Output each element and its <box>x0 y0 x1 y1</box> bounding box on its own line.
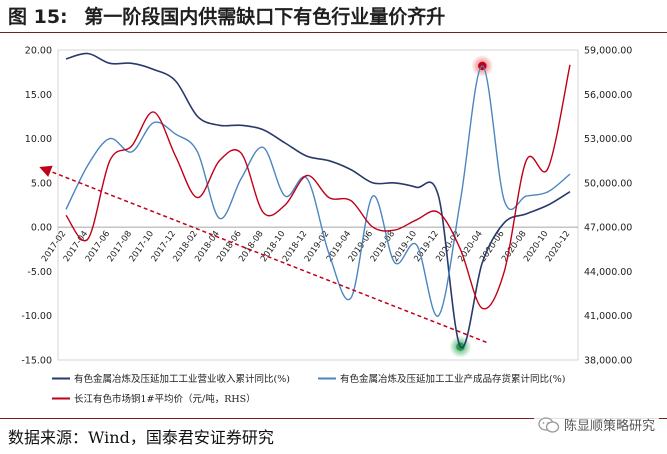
right-axis-tick-label: 56,000.00 <box>584 90 632 101</box>
watermark-text: 陈显顺策略研究 <box>563 419 655 434</box>
right-axis-tick-label: 41,000.00 <box>584 311 632 322</box>
copper-price-series-line <box>65 64 571 310</box>
left-axis-tick-label: 15.00 <box>25 90 52 101</box>
right-axis-tick-label: 50,000.00 <box>584 178 632 189</box>
legend-label: 有色金属冶炼及压延加工工业营业收入累计同比(%) <box>74 373 290 385</box>
right-axis-tick-label: 53,000.00 <box>584 134 632 145</box>
legend-label: 有色金属冶炼及压延加工工业产成品存货累计同比(%) <box>340 373 565 385</box>
watermark: 陈显顺策略研究 <box>533 413 659 436</box>
right-axis-tick-label: 47,000.00 <box>584 223 632 234</box>
price-rise-arrow <box>39 165 487 343</box>
inventory-series-line <box>65 65 571 317</box>
revenue-series-line <box>65 52 571 349</box>
source-divider <box>0 418 667 419</box>
right-axis-tick-label: 44,000.00 <box>584 267 632 278</box>
figure-title: 图 15: 第一阶段国内供需缺口下有色行业量价齐升 <box>8 2 658 30</box>
source-note: 数据来源：Wind，国泰君安证券研究 <box>8 428 274 447</box>
left-axis-tick-label: 0.00 <box>31 223 52 234</box>
title-divider <box>0 32 667 33</box>
left-axis-tick-label: 10.00 <box>25 134 52 145</box>
right-axis-tick-label: 59,000.00 <box>584 46 632 57</box>
wechat-icon <box>538 416 560 433</box>
left-axis-tick-label: 5.00 <box>31 178 52 189</box>
left-axis-tick-label: 20.00 <box>25 46 52 57</box>
line-chart: 20.00 15.00 10.00 5.00 0.00 -5.00 -10.00 -15.00… <box>21 46 632 406</box>
figure-label: 图 15: <box>8 6 68 28</box>
right-axis-tick-label: 38,000.00 <box>584 356 632 367</box>
plot-frame <box>57 49 579 361</box>
left-axis-tick-label: -15.00 <box>21 356 52 367</box>
legend-label: 长江有色市场铜1#平均价（元/吨，RHS） <box>74 393 256 405</box>
left-axis-tick-label: -5.00 <box>27 267 52 278</box>
figure-title-text: 第一阶段国内供需缺口下有色行业量价齐升 <box>84 6 446 28</box>
left-axis-tick-label: -10.00 <box>21 311 52 322</box>
